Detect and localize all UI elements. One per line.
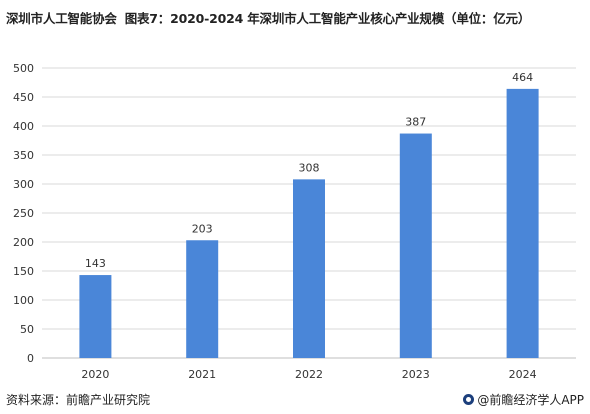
chart-title: 深圳市人工智能协会 图表7：2020-2024 年深圳市人工智能产业核心产业规模（… [6,8,586,27]
y-tick-label: 0 [27,352,34,365]
x-tick-label: 2024 [509,368,537,381]
y-tick-label: 250 [13,207,34,220]
y-tick-label: 300 [13,178,34,191]
x-tick-label: 2020 [81,368,109,381]
y-tick-label: 450 [13,91,34,104]
data-label: 387 [405,116,426,129]
x-tick-label: 2021 [188,368,216,381]
data-label: 143 [85,257,106,270]
data-label: 203 [192,222,213,235]
x-tick-label: 2023 [402,368,430,381]
bar [79,275,112,358]
y-tick-label: 50 [20,323,34,336]
bar [186,240,219,358]
brand-logo-icon [463,394,475,405]
bar [506,88,539,358]
y-tick-label: 200 [13,236,34,249]
figure-title: 图表7：2020-2024 年深圳市人工智能产业核心产业规模（单位：亿元） [124,11,531,26]
bar [399,133,432,358]
brand-credit: @前瞻经济学人APP [463,391,584,408]
y-tick-label: 400 [13,120,34,133]
data-label: 308 [299,161,320,174]
y-tick-label: 150 [13,265,34,278]
y-tick-label: 350 [13,149,34,162]
source-org: 深圳市人工智能协会 [6,11,117,26]
y-tick-label: 100 [13,294,34,307]
brand-text: @前瞻经济学人APP [477,393,584,407]
source-note: 资料来源：前瞻产业研究院 [6,393,151,407]
bar [293,179,325,358]
x-tick-label: 2022 [295,368,323,381]
y-tick-label: 500 [13,62,34,75]
data-label: 464 [512,71,533,84]
